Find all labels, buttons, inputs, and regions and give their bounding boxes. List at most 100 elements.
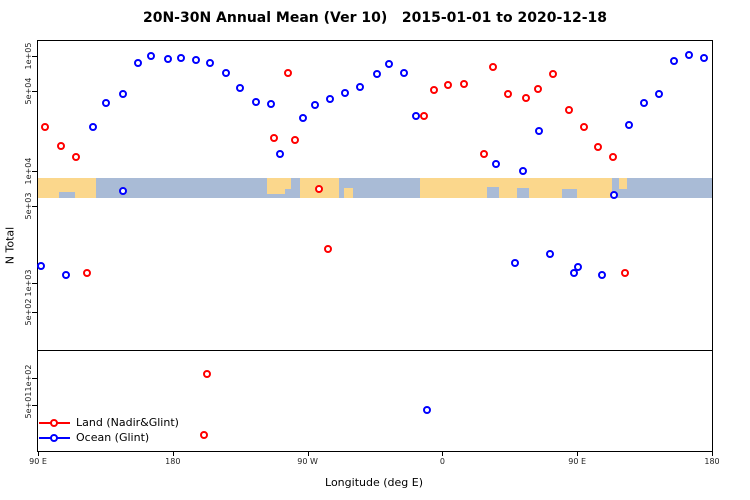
land-data-point [443,80,452,89]
land-data-point [199,430,208,439]
ocean-data-point [118,89,127,98]
y-tick-label: 5e+02 [24,298,33,326]
ocean-data-point [373,70,382,79]
ocean-data-point [36,262,45,271]
x-tick-label: 180 [165,457,181,466]
land-data-point [57,141,66,150]
ocean-data-point [340,88,349,97]
land-segment [38,178,97,198]
land-data-point [488,63,497,72]
x-tick-mark [307,451,309,456]
land-data-point [479,149,488,158]
ocean-data-point [385,60,394,69]
water-inlet [517,188,530,198]
land-segment [619,178,627,189]
ocean-data-point [252,97,261,106]
water-inlet [487,187,500,198]
legend-label: Ocean (Glint) [76,431,150,444]
y-tick-mark [32,171,37,172]
land-data-point [72,153,81,162]
land-data-point [565,105,574,114]
ocean-data-point [222,68,231,77]
land-segment [267,178,292,194]
x-tick-mark [442,451,444,456]
y-tick-mark [32,405,37,406]
ocean-data-point [700,53,708,62]
ocean-data-point [670,57,679,66]
ocean-data-point [400,68,409,77]
land-data-point [521,93,530,102]
ocean-data-point [267,100,276,109]
ocean-data-point [133,58,142,67]
y-tick-mark [32,91,37,92]
ocean-data-point [102,98,111,107]
land-data-point [593,142,602,151]
ocean-data-point [355,82,364,91]
y-tick-label: 5e+04 [24,77,33,105]
land-data-point [203,369,212,378]
ocean-data-point [61,270,70,279]
land-data-point [291,135,300,144]
ocean-data-point [88,122,97,131]
y-tick-mark [32,378,37,379]
x-tick-label: 90 E [29,457,47,466]
land-data-point [419,111,428,120]
x-tick-label: 90 E [568,457,587,466]
ocean-data-point [276,149,285,158]
x-tick-label: 180 [704,457,720,466]
land-data-point [324,245,333,254]
ocean-data-point [598,270,607,279]
reference-line [38,350,712,351]
ocean-data-point [298,113,307,122]
land-segment [343,188,353,198]
legend-marker [50,433,58,442]
land-data-point [620,269,629,278]
water-inlet [285,189,292,198]
y-tick-label: 5e+01 [24,391,33,419]
ocean-data-point [569,269,578,278]
ocean-data-point [545,249,554,258]
land-data-point [82,268,91,277]
x-tick-mark [712,451,713,456]
y-axis-label: N Total [3,226,17,265]
land-data-point [503,89,512,98]
ocean-data-point [205,58,214,67]
land-data-point [40,122,49,131]
y-tick-mark [32,56,37,57]
ocean-data-point [491,160,500,169]
ocean-data-point [640,99,649,108]
land-data-point [270,133,279,142]
ocean-data-point [625,120,634,129]
land-data-point [608,152,617,161]
land-data-point [580,122,589,131]
ocean-data-point [192,55,201,64]
x-tick-label: 90 W [297,457,318,466]
ocean-data-point [163,54,172,63]
land-data-point [283,68,292,77]
land-data-point [548,69,557,78]
y-tick-mark [32,312,37,313]
x-tick-mark [38,451,39,456]
ocean-data-point [574,263,583,272]
ocean-data-point [535,127,544,136]
land-segment [419,178,612,198]
ocean-data-point [685,50,694,59]
x-axis-label: Longitude (deg E) [325,476,423,489]
ocean-data-point [655,89,664,98]
ocean-data-point [235,83,244,92]
land-data-point [315,184,324,193]
ocean-data-point [422,406,431,415]
ocean-data-point [310,101,319,110]
land-data-point [533,84,542,93]
ocean-data-point [325,94,334,103]
y-tick-mark [32,283,37,284]
ocean-data-point [177,53,186,62]
y-tick-label: 5e+03 [24,192,33,220]
ocean-data-point [518,166,527,175]
chart-title: 20N-30N Annual Mean (Ver 10) 2015-01-01 … [142,10,608,26]
ocean-data-point [118,186,127,195]
ocean-data-point [511,259,520,268]
water-inlet [562,189,578,198]
ocean-data-point [412,111,421,120]
